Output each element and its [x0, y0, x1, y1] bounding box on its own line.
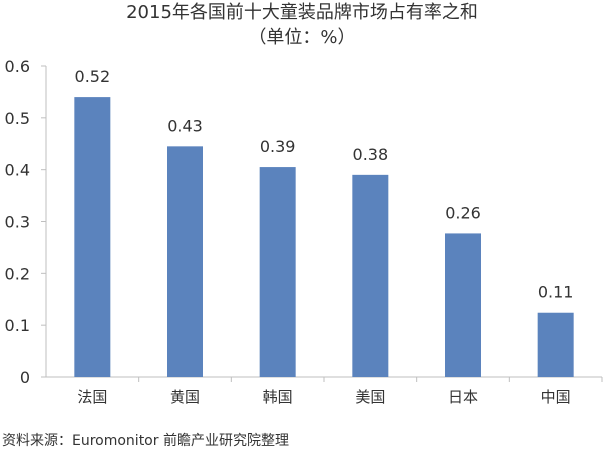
bar [74, 97, 111, 377]
bar-data-label: 0.26 [445, 203, 481, 222]
y-tick-label: 0.4 [5, 161, 30, 180]
y-tick-label: 0.6 [5, 57, 30, 76]
bar [445, 233, 481, 377]
bar-data-label: 0.11 [538, 283, 574, 302]
y-tick-label: 0.3 [5, 213, 30, 232]
y-tick-label: 0.5 [5, 109, 30, 128]
bar-data-label: 0.38 [353, 145, 389, 164]
x-category-label: 黄国 [170, 388, 200, 406]
y-tick-label: 0.1 [5, 316, 30, 335]
x-category-label: 美国 [355, 388, 385, 406]
x-category-label: 韩国 [263, 388, 293, 406]
bar-data-label: 0.52 [75, 67, 111, 86]
y-axis: 0 0.1 0.2 0.3 0.4 0.5 0.6 [5, 57, 47, 387]
y-tick-label: 0 [20, 368, 30, 387]
x-category-label: 日本 [448, 388, 478, 406]
bar [259, 167, 296, 377]
data-labels: 0.52 0.43 0.39 0.38 0.26 0.11 [75, 67, 574, 302]
x-axis: 法国 黄国 韩国 美国 日本 中国 [46, 376, 603, 406]
chart-title: 2015年各国前十大童装品牌市场占有率之和 [126, 2, 478, 23]
bar [167, 146, 203, 377]
bar-data-label: 0.39 [260, 137, 296, 156]
chart-subtitle: （单位：%） [248, 27, 355, 48]
y-tick-label: 0.2 [5, 264, 30, 283]
x-category-label: 中国 [541, 388, 571, 406]
bars [74, 97, 574, 377]
x-category-label: 法国 [77, 388, 107, 406]
bar [537, 312, 574, 377]
bar-data-label: 0.43 [167, 116, 203, 135]
source-note: 资料来源：Euromonitor 前瞻产业研究院整理 [2, 432, 289, 449]
bar [352, 174, 389, 377]
